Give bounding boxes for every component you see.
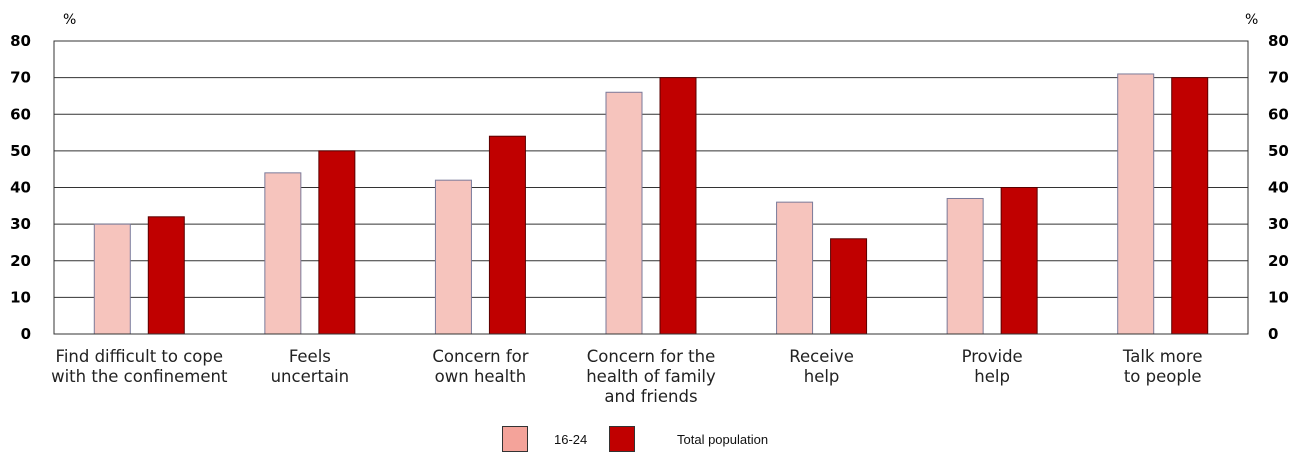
y-unit-right: % xyxy=(1245,12,1258,28)
y-tick-label-right: 60 xyxy=(1268,105,1289,123)
y-tick-label-right: 0 xyxy=(1268,325,1278,343)
y-tick-label-right: 40 xyxy=(1268,179,1289,197)
bar-16-24 xyxy=(776,201,814,335)
bar-16-24 xyxy=(1117,73,1155,335)
y-unit-left: % xyxy=(63,12,76,28)
bar-total-population xyxy=(1000,187,1038,335)
bar-16-24 xyxy=(434,179,472,335)
y-tick-label-left: 50 xyxy=(10,142,31,160)
y-tick-label-right: 80 xyxy=(1268,32,1289,50)
y-tick-label-right: 70 xyxy=(1268,69,1289,87)
x-category-label: Receive help xyxy=(789,347,854,386)
gridlines xyxy=(54,40,1248,335)
y-tick-label-left: 20 xyxy=(10,252,31,270)
bar-16-24 xyxy=(264,172,302,335)
bar-total-population xyxy=(830,238,868,335)
y-tick-label-left: 30 xyxy=(10,215,31,233)
x-category-label: Concern for own health xyxy=(432,347,528,386)
y-tick-label-right: 20 xyxy=(1268,252,1289,270)
bars xyxy=(93,73,1209,335)
bar-total-population xyxy=(488,135,526,335)
x-category-label: Concern for the health of family and frien… xyxy=(586,347,716,406)
legend: 16-24 Total population xyxy=(0,422,1308,453)
x-category-label: Find difficult to cope with the confineme… xyxy=(51,347,228,386)
legend-swatch-total-population xyxy=(609,426,635,452)
y-tick-label-right: 50 xyxy=(1268,142,1289,160)
x-category-label: Feels uncertain xyxy=(271,347,350,386)
y-tick-label-right: 30 xyxy=(1268,215,1289,233)
legend-item-16-24: 16-24 xyxy=(502,426,587,452)
y-tick-label-left: 0 xyxy=(21,325,31,343)
x-category-label: Talk more to people xyxy=(1122,347,1203,386)
bar-total-population xyxy=(318,150,356,335)
y-axis-right: 0 10 20 30 40 50 60 70 80 xyxy=(1268,32,1289,343)
legend-label-16-24: 16-24 xyxy=(554,431,588,447)
y-tick-label-left: 80 xyxy=(10,32,31,50)
legend-item-total-population: Total population xyxy=(609,426,768,452)
y-tick-label-left: 60 xyxy=(10,105,31,123)
x-category-label: Provide help xyxy=(962,347,1023,386)
bar-16-24 xyxy=(93,223,131,335)
legend-label-total-population: Total population xyxy=(677,431,769,447)
y-axis-left: 0 10 20 30 40 50 60 70 80 xyxy=(10,32,31,343)
y-tick-label-right: 10 xyxy=(1268,288,1289,306)
plot-frame xyxy=(53,40,1249,335)
y-tick-label-left: 70 xyxy=(10,69,31,87)
bar-total-population xyxy=(147,216,185,335)
y-tick-label-left: 40 xyxy=(10,179,31,197)
y-tick-label-left: 10 xyxy=(10,288,31,306)
x-axis-categories: Find difficult to cope with the confineme… xyxy=(51,347,1202,406)
bar-total-population xyxy=(659,77,697,335)
legend-swatch-16-24 xyxy=(502,426,528,452)
bar-16-24 xyxy=(946,197,984,335)
bar-total-population xyxy=(1171,77,1209,335)
bar-16-24 xyxy=(605,91,643,335)
